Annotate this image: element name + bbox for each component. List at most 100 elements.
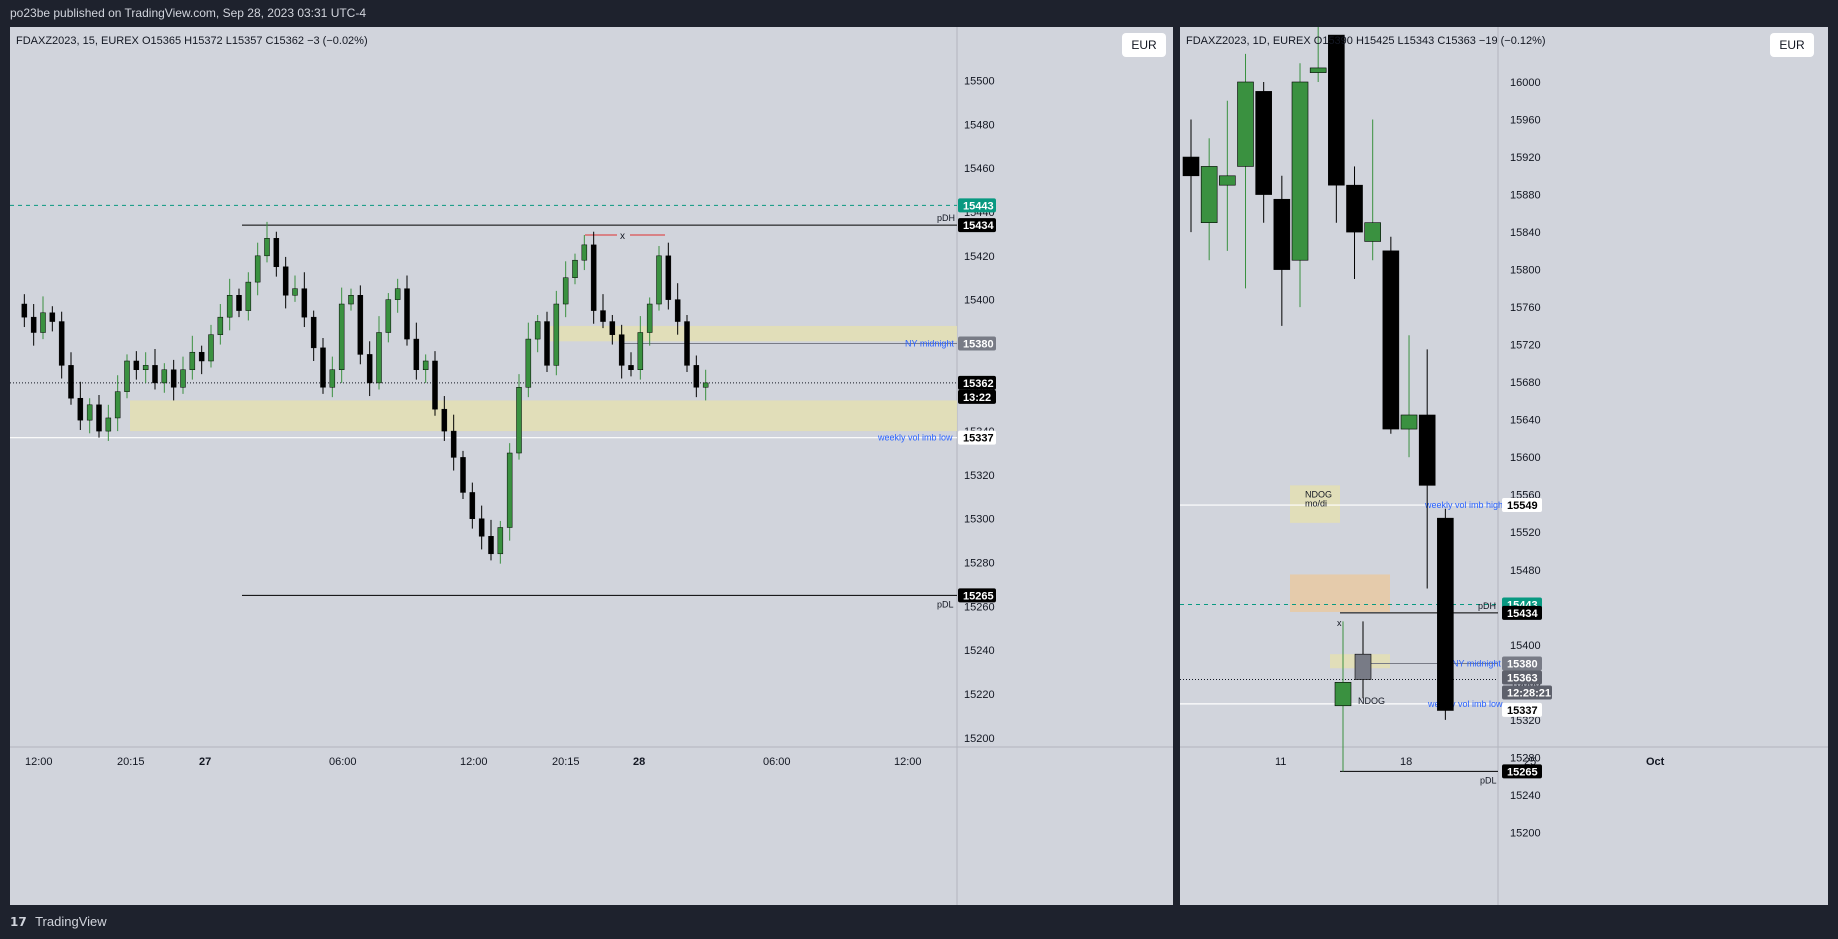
x-tick-label-left: 06:00 xyxy=(763,756,791,768)
y-tick-label-left: 15400 xyxy=(964,295,995,307)
price-badge-text-right: 15380 xyxy=(1507,659,1538,671)
candle-body-15m xyxy=(40,312,46,333)
y-tick-label-right: 15480 xyxy=(1510,565,1541,577)
price-badge-text-right: 15434 xyxy=(1507,608,1538,620)
candle-body-15m xyxy=(58,321,65,366)
y-tick-label-right: 15520 xyxy=(1510,527,1541,539)
label-pdl-left: pDL xyxy=(937,599,954,609)
tradingview-logo-icon[interactable]: 𝟭𝟳 xyxy=(10,915,27,929)
y-tick-label-right: 15960 xyxy=(1510,115,1541,127)
y-tick-label-left: 15240 xyxy=(964,645,995,657)
footer: 𝟭𝟳 TradingView xyxy=(0,905,1838,939)
y-tick-label-right: 15200 xyxy=(1510,827,1541,839)
candle-body-15m xyxy=(544,321,550,366)
candle-body-15m xyxy=(553,303,560,366)
candle-body-15m xyxy=(684,321,690,366)
candle-body-15m xyxy=(637,332,644,371)
candle-body-15m xyxy=(469,492,476,519)
price-badge-text-right: 12:28:21 xyxy=(1507,688,1551,700)
candle-body-15m xyxy=(68,365,74,399)
label-vol-low-right: weekly vol imb low xyxy=(1427,699,1503,709)
price-badge-left xyxy=(958,375,996,390)
price-badge-right xyxy=(1502,498,1542,513)
y-tick-label-left: 15320 xyxy=(964,470,995,482)
candle-body-15m xyxy=(618,334,625,366)
candle-body-1d xyxy=(1255,91,1272,195)
label-vol-high-right: weekly vol imb high xyxy=(1424,500,1503,510)
label-ny-midnight-left: NY midnight xyxy=(905,338,954,348)
candle-body-1d xyxy=(1364,222,1381,242)
price-badge-text-right: 15549 xyxy=(1507,500,1538,512)
price-badge-text-right: 15265 xyxy=(1507,766,1538,778)
price-badge-right xyxy=(1502,685,1552,700)
candle-body-15m xyxy=(665,255,672,300)
candle-body-15m xyxy=(245,281,252,311)
price-badge-left xyxy=(958,389,996,404)
candle-body-15m xyxy=(628,365,634,371)
candle-body-15m xyxy=(142,365,149,371)
candle-body-15m xyxy=(702,382,709,388)
candle-body-15m xyxy=(534,321,541,340)
chart-pane-15m[interactable]: 1550015480154601544015420154001538015360… xyxy=(10,27,1173,905)
chart-1d-canvas[interactable]: 16000 15960 15920 15880 15840 15800 15760 15720… xyxy=(1180,27,1828,905)
candle-body-15m xyxy=(161,369,168,384)
y-tick-label-right: 15680 xyxy=(1510,377,1541,389)
candle-body-15m xyxy=(133,360,140,371)
price-badge-text-left: 15380 xyxy=(963,338,994,350)
currency-button-left[interactable]: EUR xyxy=(1122,33,1166,57)
label-pdl-right: pDL xyxy=(1480,775,1497,785)
x-tick-label-left: 12:00 xyxy=(25,756,53,768)
candle-body-15m xyxy=(124,360,130,392)
candle-body-15m xyxy=(282,266,289,296)
candle-body-15m xyxy=(30,316,37,333)
candle-body-15m xyxy=(441,408,448,432)
candle-body-15m xyxy=(404,288,410,340)
candle-body-15m xyxy=(114,391,121,419)
candle-body-15m xyxy=(450,430,457,458)
chart-pane-1d[interactable]: 16000 15960 15920 15880 15840 15800 15760 15720… xyxy=(1180,27,1828,905)
price-badge-text-left: 13:22 xyxy=(963,392,991,404)
ndog-zone-upper xyxy=(1290,485,1340,523)
candle-body-15m xyxy=(432,360,438,410)
candle-body-15m xyxy=(273,238,280,268)
y-tick-label-left: 15280 xyxy=(964,558,995,570)
candle-body-15m xyxy=(254,255,261,283)
publish-header: po23be published on TradingView.com, Sep… xyxy=(0,0,1838,27)
price-badge-text-left: 15362 xyxy=(963,378,994,390)
candle-body-1d xyxy=(1354,653,1372,680)
price-badge-right xyxy=(1502,702,1542,717)
y-tick-label-right: 15400 xyxy=(1510,640,1541,652)
footer-brand[interactable]: TradingView xyxy=(35,914,107,929)
candle-body-1d xyxy=(1200,166,1218,223)
y-tick-label-left: 15220 xyxy=(964,689,995,701)
y-tick-label-right: 15920 xyxy=(1510,152,1541,164)
x-tick-label-left: 27 xyxy=(199,756,211,768)
price-badge-right xyxy=(1502,764,1542,779)
x-tick-label-right: 11 xyxy=(1275,756,1286,768)
y-tick-label-left: 15200 xyxy=(964,733,995,745)
candle-body-1d xyxy=(1346,184,1363,233)
candle-body-15m xyxy=(394,288,401,300)
candle-body-1d xyxy=(1418,414,1436,486)
y-tick-label-right: 15840 xyxy=(1510,227,1541,239)
price-badge-right xyxy=(1502,605,1542,620)
x-tick-label-left: 28 xyxy=(633,756,645,768)
chart-15m-canvas[interactable]: 1550015480154601544015420154001538015360… xyxy=(10,27,1173,905)
candle-body-15m xyxy=(198,351,205,362)
y-tick-label-right: 15600 xyxy=(1510,452,1541,464)
y-tick-label-left: 15500 xyxy=(964,76,995,88)
candle-body-15m xyxy=(21,303,28,318)
candle-body-1d xyxy=(1291,81,1309,261)
label-pdh-left: pDH xyxy=(937,213,955,223)
price-badge-left xyxy=(958,336,996,351)
candle-body-15m xyxy=(77,397,84,421)
candle-body-15m xyxy=(189,351,196,371)
currency-button-right[interactable]: EUR xyxy=(1770,33,1814,57)
candle-body-15m xyxy=(320,347,326,388)
candle-body-15m xyxy=(581,244,588,261)
y-tick-label-left: 15460 xyxy=(964,163,995,175)
candle-body-15m xyxy=(105,417,112,432)
candle-body-15m xyxy=(674,299,681,322)
price-badge-right xyxy=(1502,670,1542,685)
candle-body-1d xyxy=(1382,250,1400,430)
